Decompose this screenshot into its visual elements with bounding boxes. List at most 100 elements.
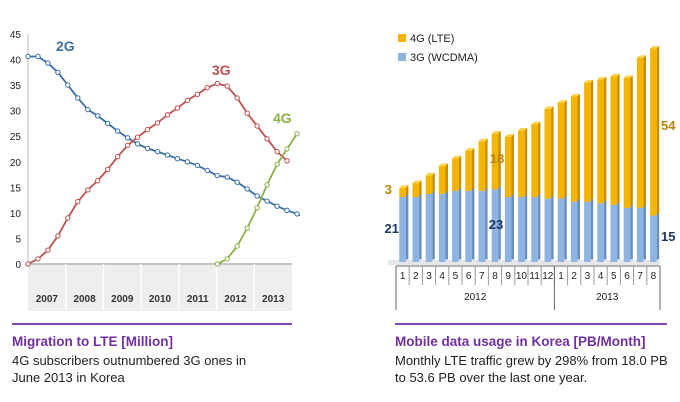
bar-3g-side (603, 200, 607, 260)
data-point (294, 211, 300, 217)
data-point (254, 205, 260, 211)
legend-label-3g: 3G (WCDMA) (410, 52, 478, 64)
bar-4g-side (630, 75, 633, 206)
bar-3g-side (564, 196, 567, 260)
bar-4g-side (458, 155, 462, 189)
year-label: 2013 (262, 294, 285, 305)
month-tick-label: 6 (624, 271, 630, 282)
data-point (154, 120, 161, 126)
bar-4g-side (485, 138, 488, 189)
data-point (284, 158, 290, 164)
bar-4g-side (432, 172, 435, 192)
bar-3g-segment (491, 189, 499, 262)
bar-4g-side (524, 128, 528, 195)
data-value-label: 54 (661, 118, 676, 133)
y-tick-label: 5 (15, 234, 21, 245)
month-tick-label: 2 (571, 271, 577, 282)
year-band (28, 265, 292, 311)
series-label-4g: 4G (273, 110, 292, 126)
bar-4g-segment (636, 57, 644, 208)
bar-4g-top (452, 155, 462, 159)
bar-3g-side (445, 191, 448, 260)
data-point (214, 261, 221, 267)
data-point (274, 161, 280, 168)
bar-4g-top (650, 46, 660, 49)
data-point (65, 215, 71, 221)
data-point (274, 148, 280, 155)
bar-4g-side (603, 76, 607, 201)
data-point (204, 167, 211, 174)
data-point (95, 113, 101, 119)
bar-4g-top (584, 80, 594, 83)
data-point (75, 95, 81, 101)
bar-4g-top (399, 185, 409, 188)
bar-3g-side (485, 188, 488, 260)
month-tick-label: 7 (637, 271, 643, 282)
data-point (214, 172, 221, 179)
data-point (244, 225, 250, 231)
data-point (174, 105, 181, 111)
bar-4g-side (471, 148, 475, 189)
bar-3g-side (405, 194, 409, 260)
data-point (105, 166, 111, 173)
bar-4g-segment (452, 158, 459, 191)
data-point (274, 203, 280, 209)
right-caption-line-2: to 53.6 PB over the last one year. (395, 370, 588, 385)
bar-4g-side (577, 94, 580, 200)
data-point (35, 53, 41, 60)
data-point (194, 162, 201, 169)
bar-4g-top (636, 55, 646, 58)
data-point (244, 110, 250, 116)
month-tick-label: 11 (529, 271, 540, 282)
data-point (194, 91, 201, 98)
bar-3g-segment (425, 193, 433, 262)
bar-4g-top (610, 73, 620, 77)
bar-4g-top (412, 180, 422, 184)
y-tick-label: 20 (10, 158, 22, 169)
month-tick-label: 4 (598, 271, 604, 282)
bar-4g-top (597, 76, 607, 80)
year-label: 2012 (224, 294, 247, 305)
month-tick-label: 1 (558, 271, 564, 282)
data-point (244, 186, 250, 192)
bar-3g-segment (597, 203, 604, 262)
bar-3g-side (432, 191, 435, 260)
data-point (234, 243, 240, 249)
month-tick-label: 7 (479, 271, 485, 282)
data-point (164, 152, 171, 158)
bar-4g-segment (425, 175, 433, 194)
series-label-2g: 2G (56, 38, 75, 54)
bar-4g-side (511, 134, 514, 195)
bar-4g-segment (544, 108, 552, 199)
left-caption-line-1: 4G subscribers outnumbered 3G ones in (12, 353, 247, 368)
bar-3g-segment (557, 198, 565, 262)
month-tick-label: 3 (585, 271, 591, 282)
legend-label-4g: 4G (LTE) (410, 33, 454, 45)
bar-4g-segment (518, 130, 525, 198)
bar-4g-segment (478, 141, 486, 191)
data-point (264, 198, 270, 204)
year-group-label: 2013 (596, 292, 619, 303)
bar-4g-side (590, 80, 594, 200)
bar-4g-segment (650, 48, 657, 216)
data-value-label: 15 (661, 229, 675, 244)
data-point (124, 135, 131, 141)
series-line-4g (216, 133, 298, 265)
bar-4g-segment (438, 166, 446, 194)
bar-3g-side (471, 188, 475, 260)
data-point (35, 256, 41, 262)
data-point (264, 136, 270, 142)
data-point (65, 82, 71, 88)
bar-3g-segment (570, 201, 578, 262)
bar-3g-segment (518, 197, 525, 262)
bar-3g-segment (452, 190, 459, 262)
bar-3g-segment (544, 198, 552, 262)
bar-3g-segment (623, 207, 631, 262)
month-tick-label: 8 (492, 271, 498, 282)
bar-4g-segment (531, 124, 538, 198)
bar-3g-side (419, 194, 422, 260)
month-tick-label: 5 (453, 271, 459, 282)
y-tick-label: 45 (10, 30, 22, 41)
right-caption-divider (395, 323, 667, 325)
